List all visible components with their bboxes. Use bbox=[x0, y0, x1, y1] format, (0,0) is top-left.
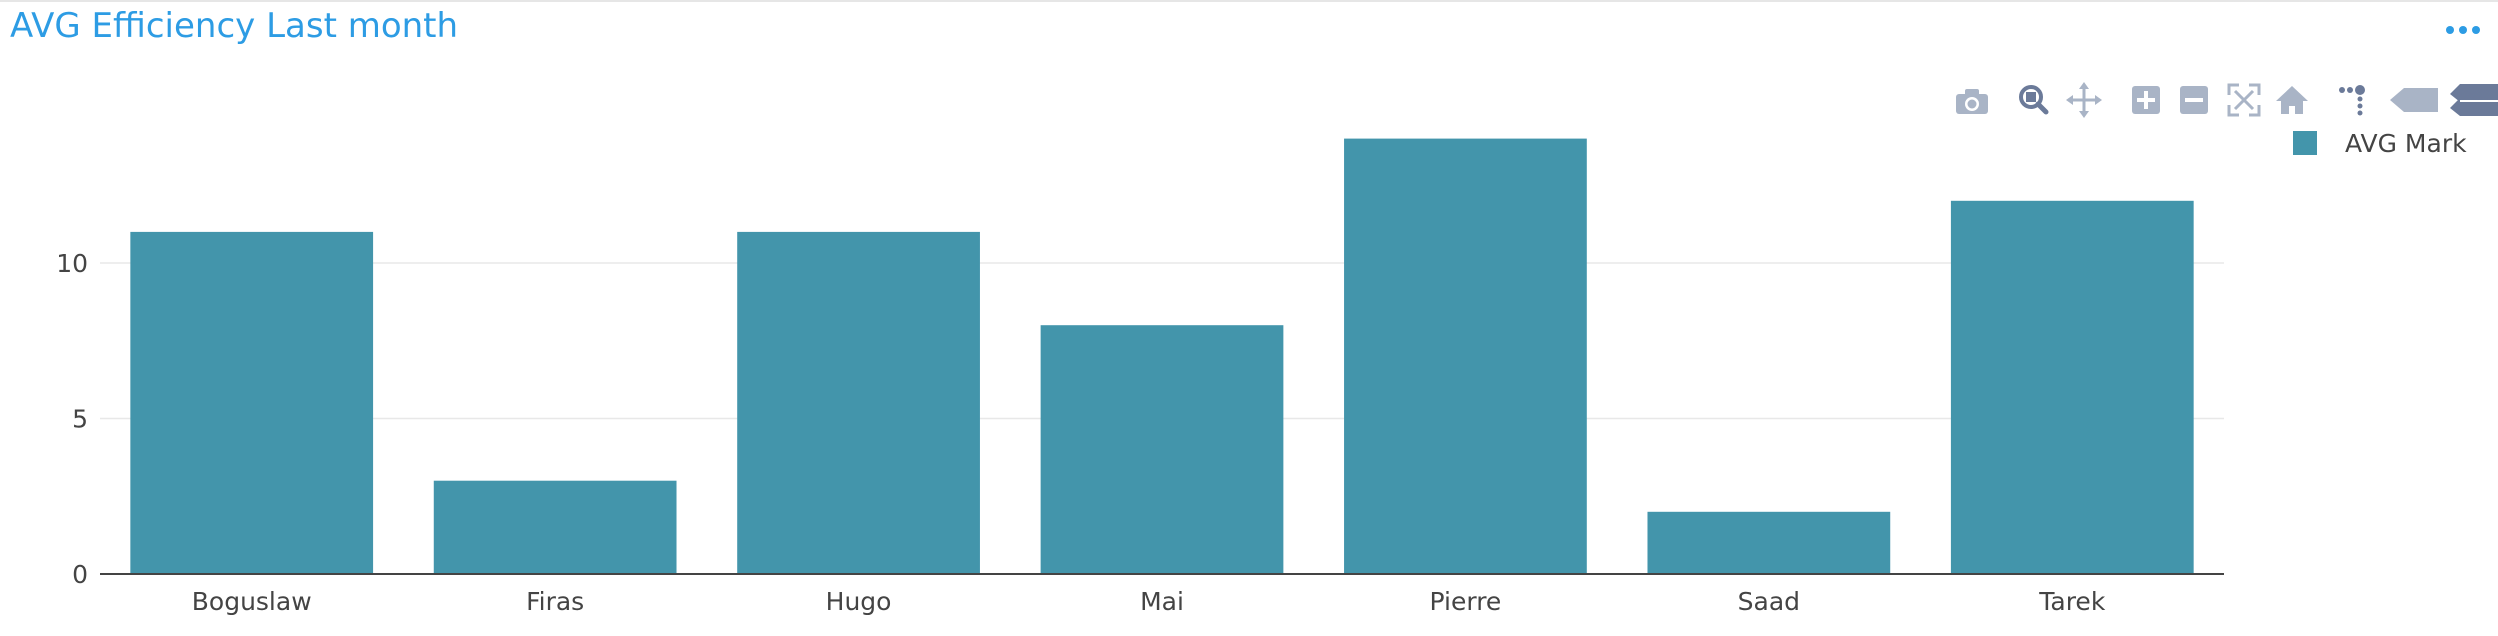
legend-swatch bbox=[2293, 131, 2317, 155]
x-tick-label: Mai bbox=[1140, 587, 1184, 616]
bar-saad[interactable] bbox=[1647, 511, 1891, 574]
spike-lines-button[interactable] bbox=[2332, 80, 2376, 120]
spike-lines-icon bbox=[2339, 85, 2365, 116]
hover-compare-button[interactable] bbox=[2446, 80, 2498, 120]
y-tick-label: 5 bbox=[72, 405, 88, 434]
x-tick-label: Firas bbox=[526, 587, 584, 616]
zoom-icon bbox=[2019, 85, 2049, 115]
legend[interactable]: AVG Mark bbox=[2293, 129, 2467, 158]
bar-boguslaw[interactable] bbox=[130, 231, 374, 574]
zoom-button[interactable] bbox=[2012, 80, 2056, 120]
x-tick-label: Hugo bbox=[826, 587, 892, 616]
axes: 0 5 10 Boguslaw Firas Hugo Mai Pierre Saad Tarek bbox=[56, 249, 2224, 616]
x-tick-label: Boguslaw bbox=[192, 587, 312, 616]
y-tick-label: 0 bbox=[72, 560, 88, 589]
pan-button[interactable] bbox=[2062, 80, 2106, 120]
pan-icon bbox=[2066, 82, 2102, 118]
hover-compare-icon bbox=[2450, 84, 2498, 116]
autoscale-button[interactable] bbox=[2222, 80, 2266, 120]
bar-firas[interactable] bbox=[433, 480, 677, 574]
zoom-in-button[interactable] bbox=[2124, 80, 2168, 120]
legend-label: AVG Mark bbox=[2345, 129, 2467, 158]
zoom-out-button[interactable] bbox=[2172, 80, 2216, 120]
bar-pierre[interactable] bbox=[1344, 138, 1587, 574]
camera-icon bbox=[1956, 89, 1988, 114]
panel-menu-button[interactable] bbox=[2442, 8, 2488, 48]
bars bbox=[130, 138, 2194, 575]
hover-closest-icon bbox=[2390, 88, 2438, 112]
reset-axes-button[interactable] bbox=[2270, 80, 2314, 120]
bar-mai[interactable] bbox=[1040, 325, 1284, 574]
ellipsis-icon bbox=[2446, 26, 2480, 34]
zoom-out-icon bbox=[2180, 86, 2208, 114]
panel-title: AVG Efficiency Last month bbox=[10, 6, 459, 46]
x-tick-label: Saad bbox=[1738, 587, 1800, 616]
bar-hugo[interactable] bbox=[737, 231, 980, 574]
home-icon bbox=[2276, 86, 2308, 114]
panel-top-border bbox=[0, 0, 2498, 2]
y-tick-label: 10 bbox=[56, 249, 88, 278]
zoom-in-icon bbox=[2132, 86, 2160, 114]
camera-button[interactable] bbox=[1950, 80, 1994, 120]
hover-closest-button[interactable] bbox=[2386, 80, 2442, 120]
x-tick-label: Tarek bbox=[2038, 587, 2106, 616]
x-tick-label: Pierre bbox=[1430, 587, 1502, 616]
chart-modebar bbox=[1950, 80, 2498, 120]
bar-tarek[interactable] bbox=[1950, 200, 2194, 575]
autoscale-icon bbox=[2226, 82, 2262, 118]
